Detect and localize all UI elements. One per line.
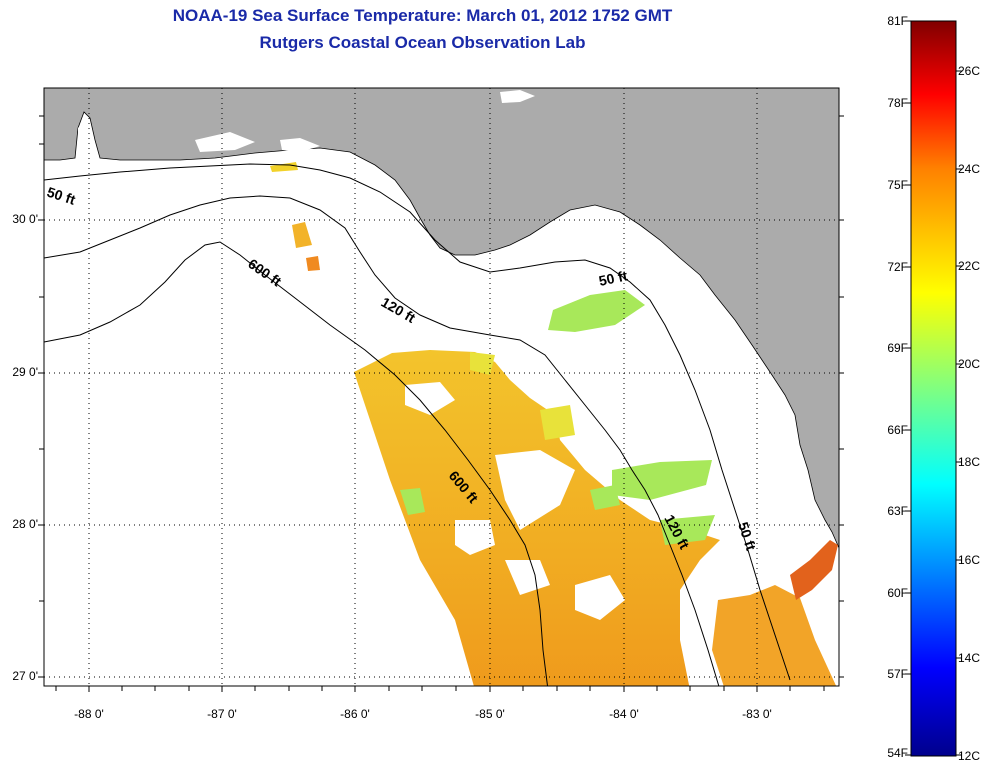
contour-600ft [44, 241, 549, 686]
lon-label-85: -85 0' [475, 707, 505, 721]
lat-label-28: 28 0' [12, 517, 38, 531]
colorbar-label-c: 26C [958, 64, 981, 78]
colorbar-label-c: 20C [958, 357, 981, 371]
lon-label-84: -84 0' [609, 707, 639, 721]
colorbar-label-f: 69F [887, 341, 908, 355]
colorbar-label-c: 24C [958, 162, 981, 176]
lat-label-30: 30 0' [12, 212, 38, 226]
colorbar-label-c: 16C [958, 553, 981, 567]
lon-label-86: -86 0' [340, 707, 370, 721]
colorbar-label-f: 72F [887, 260, 908, 274]
lon-label-88: -88 0' [74, 707, 104, 721]
colorbar-label-c: 12C [958, 749, 981, 763]
colorbar-label-c: 18C [958, 455, 981, 469]
contour-label-50ft-right: 50 ft [597, 267, 629, 289]
colorbar-label-c: 22C [958, 259, 981, 273]
lon-label-83: -83 0' [742, 707, 772, 721]
colorbar-label-f: 57F [887, 667, 908, 681]
colorbar-label-f: 63F [887, 504, 908, 518]
colorbar-label-c: 14C [958, 651, 981, 665]
contour-50ft [44, 163, 791, 681]
colorbar-label-f: 54F [887, 746, 908, 760]
map-title: NOAA-19 Sea Surface Temperature: March 0… [172, 6, 673, 25]
land-mass [44, 88, 839, 549]
lat-label-27: 27 0' [12, 669, 38, 683]
colorbar-label-f: 60F [887, 586, 908, 600]
colorbar-label-f: 81F [887, 14, 908, 28]
colorbar [910, 20, 957, 757]
contour-120ft [44, 195, 720, 686]
colorbar-label-f: 75F [887, 178, 908, 192]
colorbar-label-f: 78F [887, 96, 908, 110]
axis-ticks [38, 115, 844, 692]
sst-cool-patch [548, 290, 645, 332]
lat-label-29: 29 0' [12, 365, 38, 379]
colorbar-label-f: 66F [887, 423, 908, 437]
lon-label-87: -87 0' [207, 707, 237, 721]
map-subtitle: Rutgers Coastal Ocean Observation Lab [259, 33, 586, 52]
